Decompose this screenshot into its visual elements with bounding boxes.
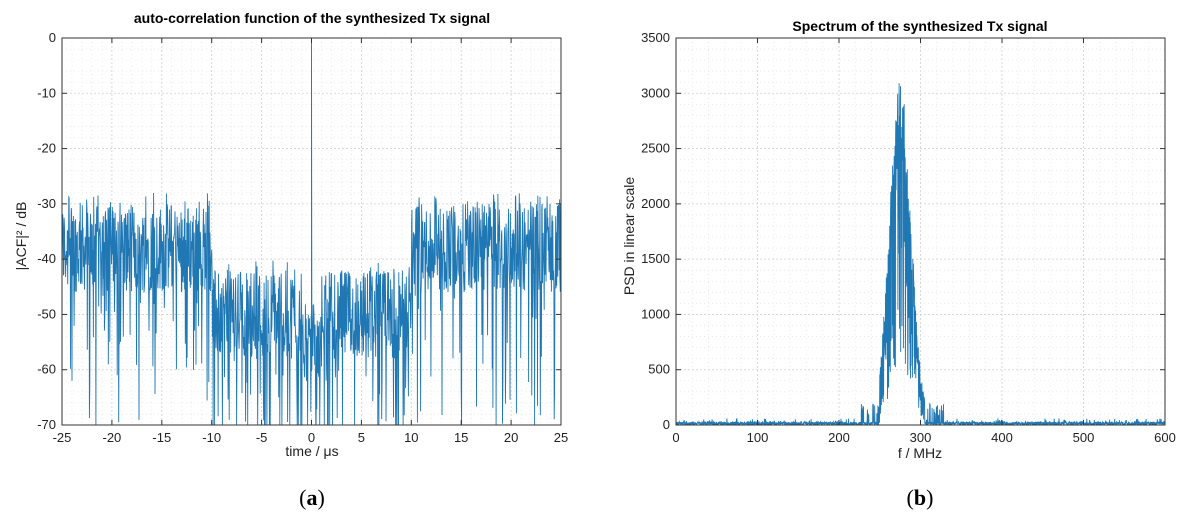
acf-y-tick-label: -10 — [37, 85, 56, 100]
acf-x-tick-label: 20 — [504, 430, 518, 445]
acf-x-tick-label: -5 — [256, 430, 268, 445]
spectrum-x-tick-label: 200 — [828, 430, 850, 445]
acf-y-tick-label: -30 — [37, 196, 56, 211]
acf-x-tick-label: -15 — [152, 430, 171, 445]
spectrum-caption-letter: b — [914, 485, 926, 510]
acf-x-axis-label: time / μs — [285, 443, 338, 459]
spectrum-caption: (b) — [907, 485, 934, 510]
acf-caption-letter: a — [307, 485, 318, 510]
acf-y-tick-label: -50 — [37, 306, 56, 321]
spectrum-x-axis-label: f / MHz — [898, 445, 942, 461]
spectrum-chart-title: Spectrum of the synthesized Tx signal — [792, 18, 1047, 34]
spectrum-caption-open: ( — [907, 485, 914, 510]
acf-x-tick-label: -10 — [202, 430, 221, 445]
spectrum-y-tick-label: 500 — [648, 362, 670, 377]
acf-y-tick-label: -20 — [37, 141, 56, 156]
spectrum-chart: Spectrum of the synthesized Tx signal f … — [621, 18, 1176, 510]
acf-y-tick-label: 0 — [49, 30, 56, 45]
spectrum-y-tick-label: 2000 — [641, 196, 670, 211]
acf-caption-close: ) — [318, 485, 325, 510]
acf-y-tick-label: -60 — [37, 362, 56, 377]
spectrum-y-tick-label: 2500 — [641, 141, 670, 156]
spectrum-x-tick-label: 300 — [910, 430, 932, 445]
acf-x-tick-label: 0 — [308, 430, 315, 445]
spectrum-x-tick-label: 0 — [672, 430, 679, 445]
acf-x-tick-label: -25 — [53, 430, 72, 445]
acf-chart: auto-correlation function of the synthes… — [13, 10, 568, 510]
spectrum-x-tick-label: 400 — [991, 430, 1013, 445]
acf-caption-open: ( — [299, 485, 306, 510]
spectrum-y-tick-label: 1000 — [641, 306, 670, 321]
acf-chart-title: auto-correlation function of the synthes… — [134, 10, 490, 26]
acf-y-tick-label: -40 — [37, 251, 56, 266]
spectrum-y-tick-label: 3000 — [641, 85, 670, 100]
acf-x-tick-label: -20 — [103, 430, 122, 445]
spectrum-x-tick-label: 500 — [1073, 430, 1095, 445]
acf-y-tick-label: -70 — [37, 417, 56, 432]
acf-x-tick-label: 15 — [454, 430, 468, 445]
acf-caption: (a) — [299, 485, 325, 510]
acf-y-axis-label: |ACF|² / dB — [13, 202, 29, 271]
spectrum-y-axis-label: PSD in linear scale — [621, 177, 637, 295]
acf-x-tick-label: 5 — [358, 430, 365, 445]
spectrum-y-tick-label: 0 — [663, 417, 670, 432]
spectrum-x-tick-label: 600 — [1154, 430, 1176, 445]
spectrum-grid — [675, 37, 1166, 426]
spectrum-y-tick-label: 3500 — [641, 30, 670, 45]
spectrum-caption-close: ) — [926, 485, 933, 510]
acf-series-line — [62, 38, 561, 425]
acf-x-tick-label: 25 — [554, 430, 568, 445]
spectrum-y-tick-label: 1500 — [641, 251, 670, 266]
acf-x-tick-label: 10 — [404, 430, 418, 445]
spectrum-x-tick-label: 100 — [747, 430, 769, 445]
